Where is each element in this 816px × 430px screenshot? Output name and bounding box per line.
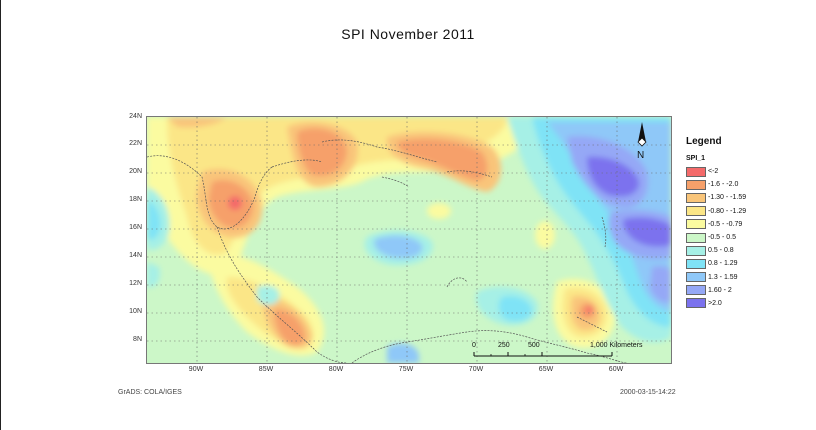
footer-right: 2000-03-15-14:22 [620,389,676,396]
legend-label: -1.6 - -2.0 [708,181,739,189]
legend-swatch [686,258,706,269]
lat-label: 14N [129,252,142,259]
legend-item: -0.80 - -1.29 [686,205,806,218]
legend-label: 1.3 - 1.59 [708,273,738,281]
legend-swatch [686,298,706,309]
legend-swatch [686,206,706,217]
scale-label: 1,000 Kilometers [590,342,643,349]
lon-label: 75W [398,366,414,373]
legend-items: <-2 -1.6 - -2.0 -1.30 - -1.59 -0.80 - -1.29… [686,165,806,310]
legend-title: Legend [686,136,722,147]
legend-label: -1.30 - -1.59 [708,194,747,202]
lat-label: 8N [133,336,142,343]
scale-bar-line [473,352,613,357]
frame-edge [0,0,1,430]
legend-label: -0.80 - -1.29 [708,207,747,215]
map-title: SPI November 2011 [341,26,475,42]
graticule [147,117,671,363]
legend-label: <-2 [708,168,719,176]
legend-swatch [686,166,706,177]
legend-swatch [686,245,706,256]
legend-label: -0.5 - 0.5 [708,234,737,242]
legend-label: 0.5 - 0.8 [708,247,734,255]
coastlines [147,139,628,363]
legend-swatch [686,219,706,230]
scale-label: 0 [472,342,476,349]
legend-swatch [686,272,706,283]
scale-label: 500 [528,342,540,349]
lat-label: 20N [129,168,142,175]
scale-label: 250 [498,342,510,349]
footer-left: GrADS: COLA/IGES [118,389,182,396]
legend-item: 0.8 - 1.29 [686,257,806,270]
legend-swatch [686,285,706,296]
legend-swatch [686,192,706,203]
legend-item: 1.3 - 1.59 [686,271,806,284]
legend-item: <-2 [686,165,806,178]
scale-bar: 0 250 500 1,000 Kilometers [472,342,647,362]
legend-item: 0.5 - 0.8 [686,244,806,257]
legend-swatch [686,179,706,190]
legend-item: -1.30 - -1.59 [686,191,806,204]
lon-label: 60W [608,366,624,373]
lon-label: 85W [258,366,274,373]
lat-label: 10N [129,308,142,315]
legend-field: SPI_1 [686,155,706,162]
legend: Legend SPI_1 <-2 -1.6 - -2.0 -1.30 - -1.59… [686,136,806,310]
lat-label: 22N [129,140,142,147]
legend-item: -1.6 - -2.0 [686,178,806,191]
lat-label: 24N [129,113,142,120]
legend-label: >2.0 [708,299,722,307]
legend-item: -0.5 - 0.5 [686,231,806,244]
legend-label: 1.60 - 2 [708,286,732,294]
legend-item: 1.60 - 2 [686,284,806,297]
lat-label: 12N [129,280,142,287]
spi-map [146,116,672,364]
legend-item: -0.5 - -0.79 [686,218,806,231]
legend-item: >2.0 [686,297,806,310]
north-label: N [637,150,644,161]
legend-label: -0.5 - -0.79 [708,220,743,228]
legend-label: 0.8 - 1.29 [708,260,738,268]
lat-label: 16N [129,224,142,231]
lon-label: 70W [468,366,484,373]
lon-label: 80W [328,366,344,373]
lat-label: 18N [129,196,142,203]
spi-contour-field [147,117,671,363]
legend-swatch [686,232,706,243]
lon-label: 90W [188,366,204,373]
lon-label: 65W [538,366,554,373]
north-arrow-icon: N [632,120,652,164]
